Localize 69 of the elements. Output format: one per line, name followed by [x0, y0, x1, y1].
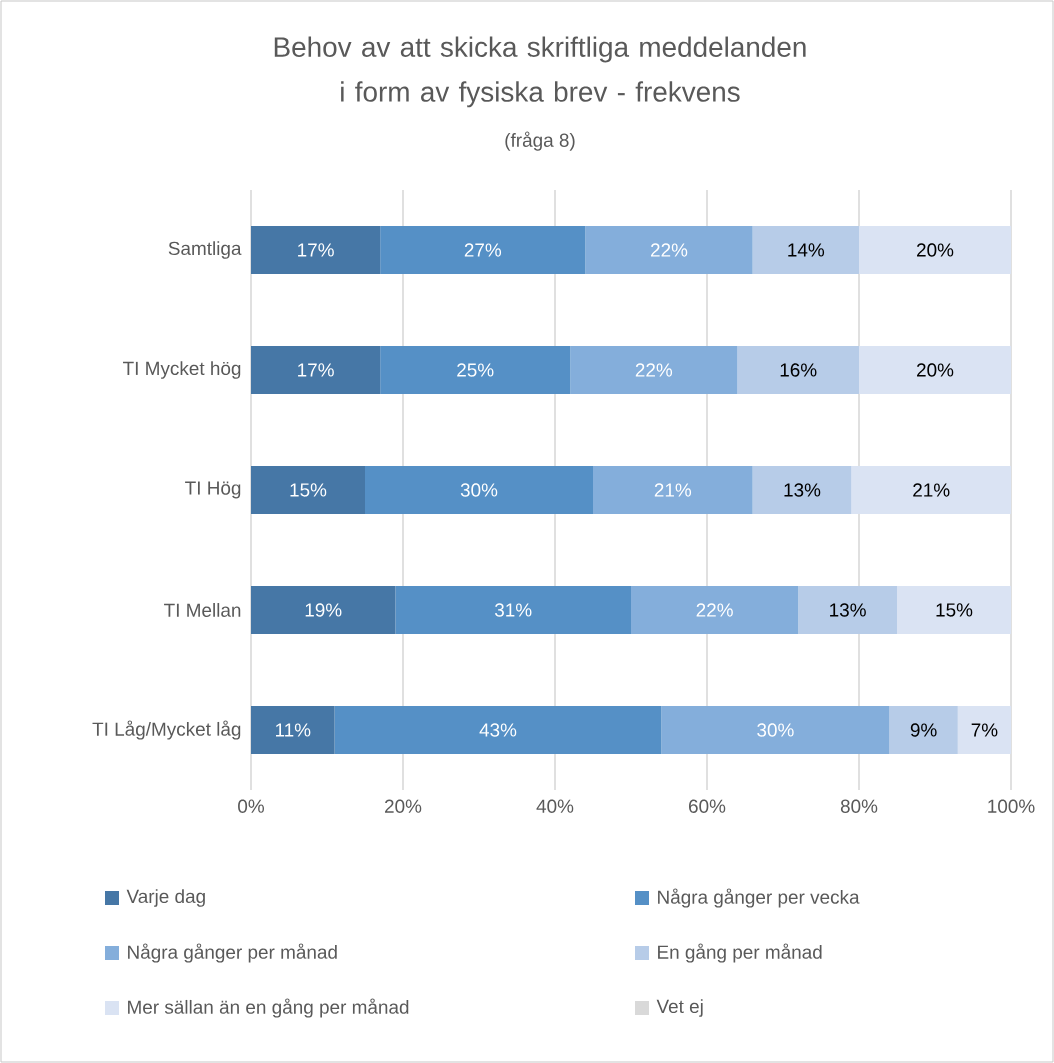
data-label: 16%	[780, 363, 817, 377]
data-label: 30%	[757, 723, 794, 737]
bar	[752, 225, 859, 274]
data-label: 13%	[784, 483, 821, 497]
data-label: 15%	[936, 603, 973, 617]
bar	[251, 345, 381, 394]
data-label: 20%	[917, 243, 954, 257]
data-label: 22%	[635, 363, 673, 377]
bar	[889, 706, 958, 754]
data-label: 27%	[464, 243, 502, 257]
data-label: 19%	[305, 603, 342, 617]
y-tick-label: TI Mellan	[164, 603, 241, 617]
chart-subtitle: (fråga 8)	[505, 131, 575, 151]
data-label: 20%	[917, 363, 954, 377]
data-label: 9%	[910, 723, 937, 737]
legend-label: En gång per månad	[658, 943, 822, 963]
bar	[851, 465, 1012, 514]
legend-label: Vet ej	[656, 999, 703, 1017]
chart-title: Behov av att skicka skriftliga meddelanden i form av fysiska brev - frekvens	[274, 36, 806, 108]
bar	[897, 586, 1012, 634]
bar	[631, 586, 799, 634]
bar	[737, 345, 859, 394]
bar	[752, 465, 852, 514]
bar	[798, 586, 897, 634]
bar	[251, 465, 365, 514]
legend-label: Några gånger per månad	[128, 943, 337, 963]
bar	[585, 225, 753, 274]
x-tick-label: 60%	[689, 799, 726, 813]
data-label: 7%	[971, 723, 998, 737]
bar	[365, 465, 593, 514]
data-label: 22%	[651, 243, 688, 257]
bar	[859, 345, 1012, 394]
legend-label: Varje dag	[126, 889, 205, 907]
data-label: 30%	[460, 483, 498, 497]
bar	[251, 225, 381, 274]
data-label: 22%	[696, 603, 733, 617]
data-label: 21%	[913, 483, 950, 497]
data-label: 17%	[298, 363, 334, 377]
bar	[661, 706, 890, 754]
x-tick-label: 20%	[385, 799, 422, 813]
bar	[570, 345, 738, 394]
data-label: 43%	[479, 723, 517, 737]
bar	[957, 706, 1012, 754]
y-tick-label: TI Hög	[185, 481, 241, 499]
data-label: 13%	[830, 603, 866, 617]
y-tick-label: TI Mycket hög	[123, 361, 241, 379]
bar	[859, 225, 1012, 274]
data-label: 15%	[290, 483, 327, 497]
data-label: 11%	[276, 723, 311, 737]
x-tick-label: 100%	[988, 799, 1035, 813]
data-label: 31%	[494, 603, 532, 617]
legend-label: Mer sällan än en gång per månad	[128, 998, 409, 1018]
bar	[593, 465, 753, 514]
x-tick-label: 80%	[840, 799, 878, 813]
bar	[251, 586, 396, 634]
data-label: 14%	[788, 243, 825, 257]
data-label: 25%	[457, 363, 494, 377]
data-label: 21%	[654, 483, 692, 497]
y-tick-label: Samtliga	[168, 241, 242, 259]
bar	[380, 345, 571, 394]
bar	[380, 225, 586, 274]
bar	[395, 586, 631, 634]
y-tick-label: TI Låg/Mycket låg	[92, 720, 241, 740]
legend-label: Några gånger per vecka	[658, 888, 860, 908]
data-label: 17%	[298, 243, 334, 257]
x-tick-label: 0%	[238, 799, 264, 813]
bar	[334, 706, 662, 754]
bar	[251, 706, 335, 754]
x-tick-label: 40%	[536, 799, 574, 813]
